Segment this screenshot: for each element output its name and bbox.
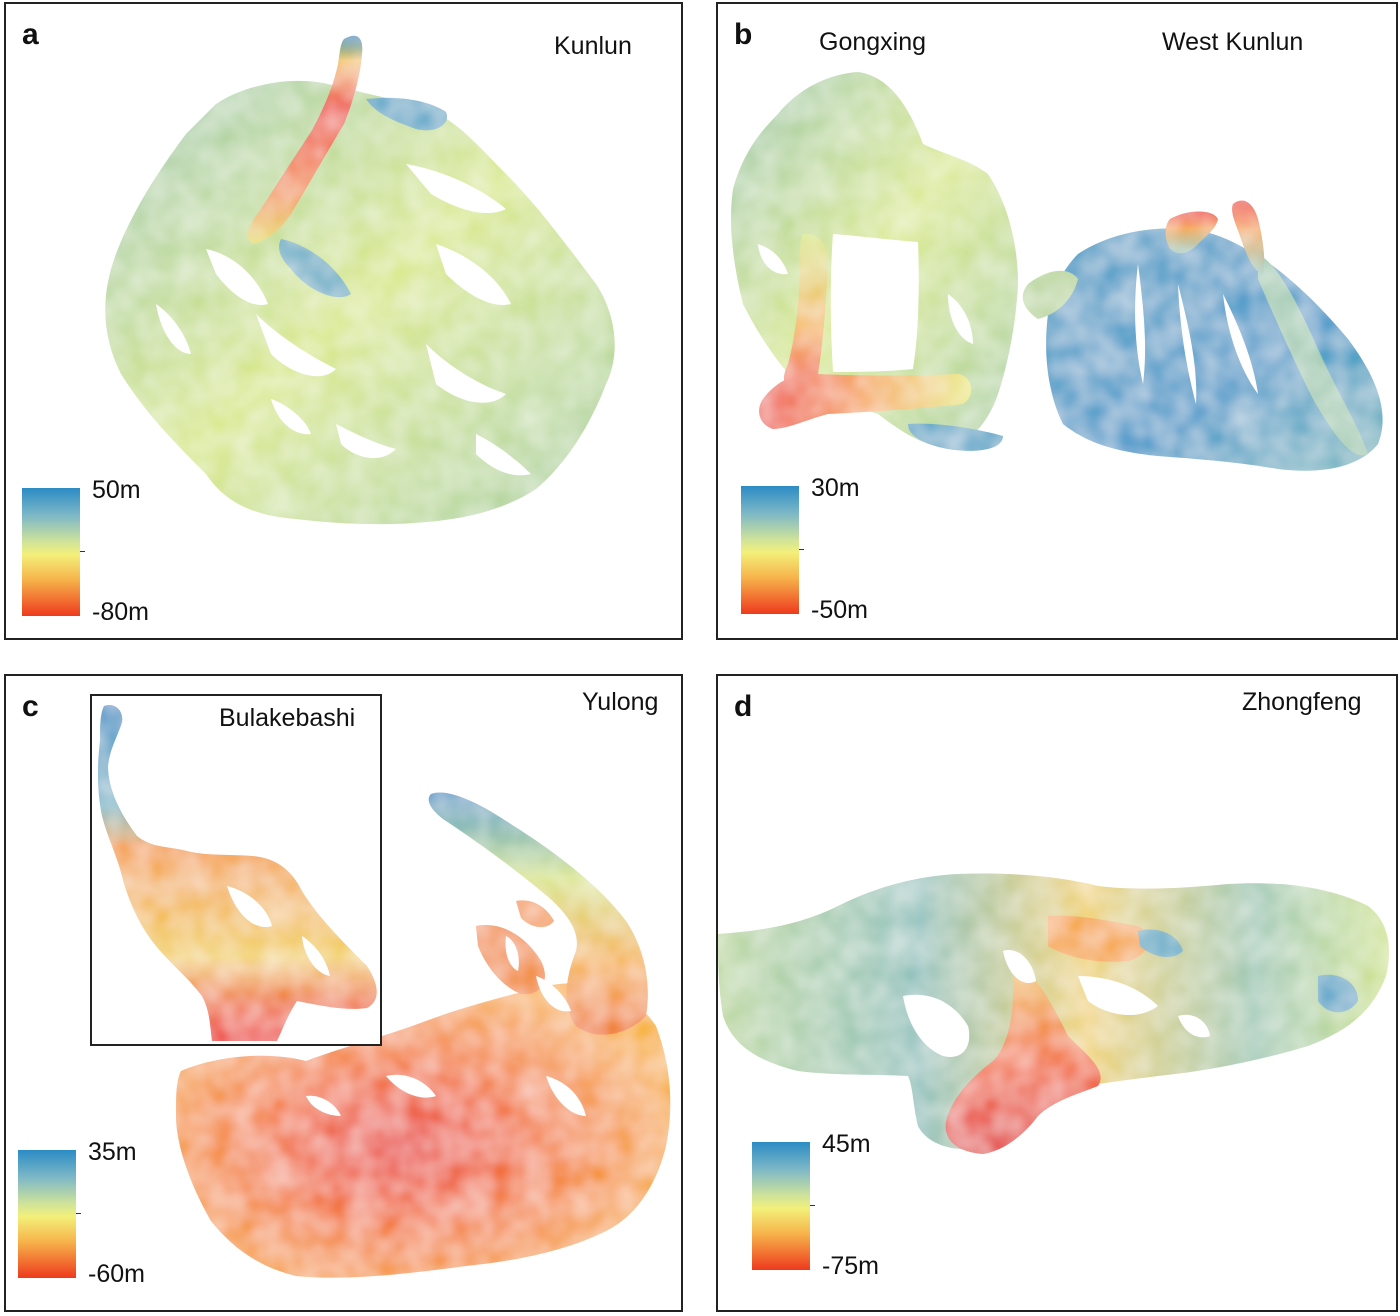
panel-d: d Zhongfeng 45m -75m bbox=[716, 674, 1398, 1312]
yulong-ice-tongue bbox=[428, 792, 648, 1035]
colorbar-min-label: -80m bbox=[92, 598, 149, 626]
gongxing-red-tongue bbox=[784, 233, 828, 404]
kunlun-blue-patch bbox=[279, 239, 351, 298]
kunlun-glacier-body bbox=[105, 80, 615, 525]
colorbar-min-label: -60m bbox=[88, 1260, 145, 1288]
westkunlun-red-tip-left bbox=[1165, 211, 1218, 254]
colorbar-min-label: -50m bbox=[811, 596, 868, 624]
glacier-name: Gongxing bbox=[819, 28, 927, 56]
gongxing-red-bottom bbox=[759, 373, 972, 429]
glacier-name: Kunlun bbox=[554, 32, 632, 60]
panel-label: d bbox=[734, 690, 753, 723]
yulong-glacier-map bbox=[176, 792, 671, 1278]
colorbar bbox=[752, 1142, 810, 1270]
colorbar-tick bbox=[80, 551, 85, 552]
colorbar-max-label: 30m bbox=[811, 474, 860, 502]
colorbar bbox=[22, 488, 80, 616]
colorbar-max-label: 50m bbox=[92, 476, 141, 504]
colorbar-tick bbox=[76, 1213, 81, 1214]
westkunlun-right-branch bbox=[1258, 254, 1368, 456]
colorbar-max-label: 35m bbox=[88, 1138, 137, 1166]
panel-label: b bbox=[734, 18, 753, 51]
colorbar-min-label: -75m bbox=[822, 1252, 879, 1280]
yulong-orange-tributary bbox=[516, 900, 554, 928]
westkunlun-red-tip-right bbox=[1232, 200, 1265, 274]
panel-c: Bulakebashi c Yulong 35m -60m bbox=[4, 674, 683, 1312]
glacier-name: Zhongfeng bbox=[1242, 688, 1362, 716]
panel-b: b Gongxing West Kunlun 30m -50m bbox=[716, 2, 1398, 640]
colorbar bbox=[741, 486, 799, 614]
panel-a: a Kunlun 50m -80m bbox=[4, 2, 683, 640]
panel-label: a bbox=[22, 18, 39, 51]
gongxing-blue-foot bbox=[908, 423, 1003, 451]
glacier-name: Bulakebashi bbox=[219, 704, 356, 732]
kunlun-blue-branch bbox=[366, 97, 447, 131]
bulakebashi-inset: Bulakebashi bbox=[90, 694, 382, 1046]
glacier-name: West Kunlun bbox=[1162, 28, 1304, 56]
zhongfeng-blue-patch bbox=[1138, 929, 1183, 958]
bulakebashi-glacier bbox=[97, 704, 377, 1041]
glacier-name: Yulong bbox=[582, 688, 659, 716]
westkunlun-glacier-body bbox=[1046, 228, 1383, 471]
yulong-glacier-body bbox=[176, 983, 671, 1278]
colorbar-tick bbox=[799, 549, 804, 550]
kunlun-main-tongue bbox=[247, 35, 363, 244]
panel-label: c bbox=[22, 690, 39, 723]
zhongfeng-blue-patch bbox=[1318, 974, 1358, 1013]
kunlun-glacier-map bbox=[105, 35, 615, 525]
zhongfeng-red-tongue bbox=[945, 966, 1101, 1154]
colorbar bbox=[18, 1150, 76, 1278]
colorbar-max-label: 45m bbox=[822, 1130, 871, 1158]
zhongfeng-orange-band bbox=[1048, 915, 1149, 962]
colorbar-tick bbox=[810, 1205, 815, 1206]
zhongfeng-glacier-map bbox=[718, 873, 1389, 1154]
westkunlun-left-lobe bbox=[1022, 270, 1078, 319]
bulakebashi-glacier-map bbox=[97, 704, 377, 1041]
gongxing-westkunlun-map bbox=[731, 72, 1383, 471]
